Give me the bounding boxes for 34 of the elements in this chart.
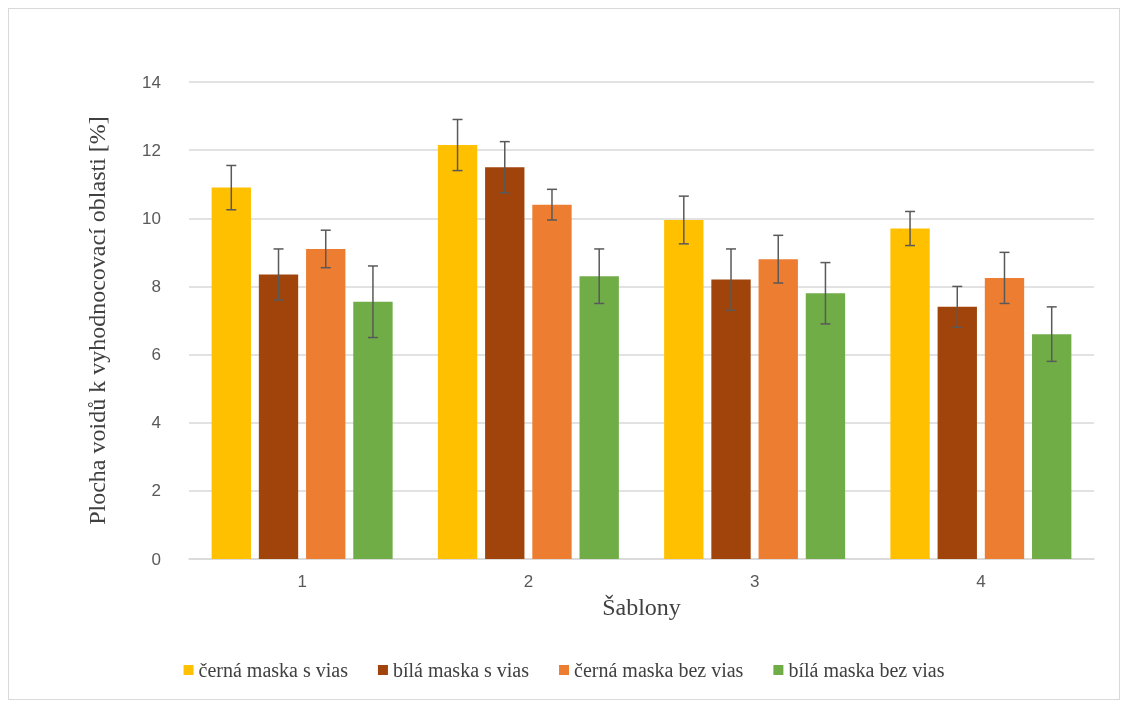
bar	[211, 187, 251, 559]
legend-label: bílá maska bez vias	[788, 659, 945, 681]
legend-label: bílá maska s vias	[392, 659, 530, 681]
y-tick-label: 4	[151, 413, 161, 433]
bar	[258, 274, 299, 559]
bar	[664, 219, 704, 559]
y-tick-label: 14	[142, 72, 161, 92]
x-tick-label: 3	[749, 572, 760, 591]
bar	[353, 301, 393, 559]
bar	[1032, 334, 1072, 559]
bar	[805, 293, 846, 559]
bar	[758, 259, 798, 559]
bar	[890, 228, 930, 559]
x-tick-label: 1	[297, 572, 307, 591]
legend-label: černá maska s vias	[198, 659, 349, 681]
y-tick-label: 10	[142, 208, 161, 228]
bar	[937, 306, 977, 559]
x-tick-label: 2	[523, 572, 534, 591]
bar	[485, 167, 525, 559]
y-tick-label: 0	[151, 549, 161, 569]
bar	[532, 204, 572, 559]
bar	[984, 277, 1025, 559]
x-axis-title: Šablony	[602, 593, 681, 620]
bar	[306, 248, 346, 559]
bar	[711, 279, 751, 559]
y-tick-label: 2	[151, 481, 161, 501]
y-tick-label: 8	[151, 276, 161, 296]
y-tick-label: 6	[151, 345, 161, 365]
bar	[437, 145, 478, 559]
y-axis-title: Plocha voidů k vyhodnocovací oblasti [%]	[84, 116, 110, 525]
y-tick-label: 12	[142, 140, 161, 160]
x-tick-label: 4	[976, 572, 986, 591]
legend-label: černá maska bez vias	[574, 659, 744, 681]
bar	[579, 276, 619, 559]
